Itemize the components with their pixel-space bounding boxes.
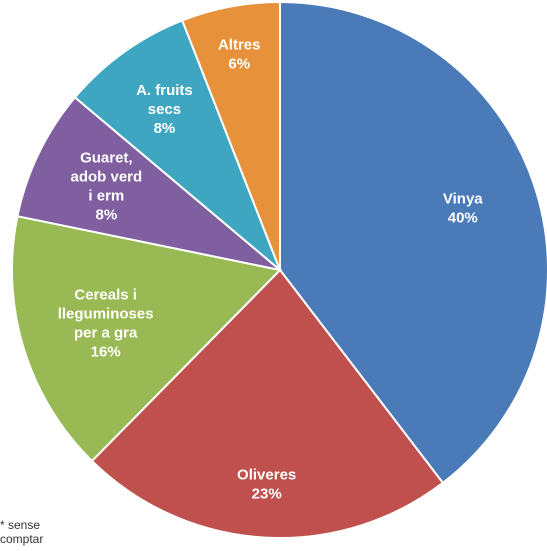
footnote-line-1: * sense: [0, 518, 41, 532]
pie-slice-cereals-i-lleguminoses-per-a-gra: [11, 215, 283, 463]
pie-label-guaret-adob-verd-i-erm: Guaret, adob verd i erm 8%: [70, 149, 142, 223]
pie-slice-altres: [180, 0, 281, 271]
pie-labels: Vinya 40% Oliveres 23% Cereals i lleguminoses…: [58, 37, 484, 503]
pie-label-altres: Altres 6%: [218, 37, 261, 73]
pie-slice-oliveres: [90, 268, 445, 539]
pie-label-oliveres: Oliveres 23%: [237, 466, 296, 502]
pie-slices: [11, 0, 547, 539]
pie-label-a-fruits-secs: A. fruits secs 8%: [136, 82, 193, 137]
pie-label-cereals-i-lleguminoses-per-a-gra: Cereals i lleguminoses per a gra 16%: [58, 287, 154, 361]
footnote-line-2: comptar: [0, 532, 44, 546]
pie-slice-guaret-adob-verd-i-erm: [16, 95, 281, 271]
pie-label-vinya: Vinya 40%: [443, 191, 483, 227]
pie-slice-a-fruits-secs: [73, 19, 281, 271]
pie-slice-vinya: [279, 0, 547, 485]
